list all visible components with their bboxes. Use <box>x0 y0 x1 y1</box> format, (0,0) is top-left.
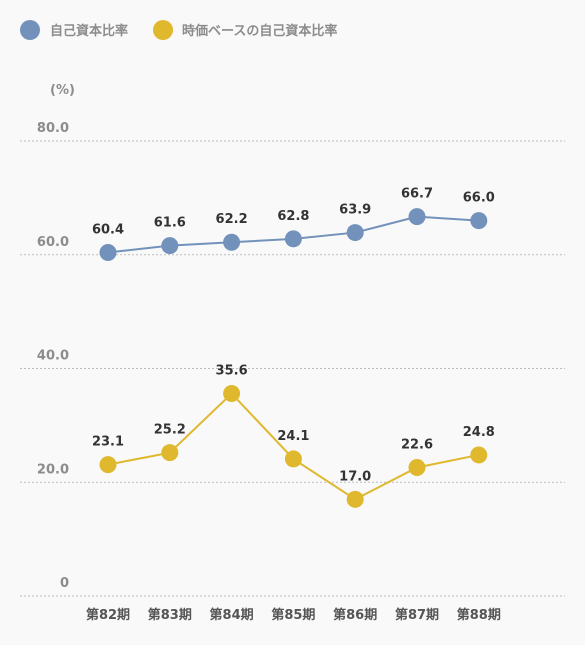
series-1: 60.4 61.6 62.2 62.8 63.9 66.7 66.0 <box>92 187 495 261</box>
data-point <box>161 237 179 255</box>
y-axis-unit-label: (%) <box>50 83 75 98</box>
data-label: 62.8 <box>277 209 309 224</box>
data-label: 35.6 <box>216 364 248 379</box>
data-label: 60.4 <box>92 222 124 237</box>
data-label: 24.1 <box>277 429 309 444</box>
data-label: 25.2 <box>154 423 186 438</box>
x-category-label: 第87期 <box>395 607 439 623</box>
data-point <box>470 446 488 464</box>
legend: 自己資本比率 時価ベースの自己資本比率 <box>20 20 337 40</box>
data-label: 63.9 <box>339 203 371 218</box>
data-point <box>408 208 426 226</box>
data-point <box>470 212 488 230</box>
data-point <box>346 490 364 508</box>
x-category-label: 第84期 <box>210 607 254 623</box>
y-axis-tick-labels: 0 20.0 40.0 60.0 80.0 <box>37 121 69 591</box>
data-label: 23.1 <box>92 435 124 450</box>
series-layer: 60.4 61.6 62.2 62.8 63.9 66.7 66.0 23.1 25.2 35.6… <box>92 187 495 508</box>
legend-label-series-2: 時価ベースの自己資本比率 <box>182 23 337 39</box>
data-point <box>284 450 302 468</box>
data-point <box>99 243 117 261</box>
x-category-label: 第83期 <box>148 607 192 623</box>
data-point <box>408 458 426 476</box>
data-label: 61.6 <box>154 216 186 231</box>
data-point <box>161 444 179 462</box>
x-category-label: 第86期 <box>333 607 377 623</box>
legend-item-series-2: 時価ベースの自己資本比率 <box>153 20 337 40</box>
legend-label-series-1: 自己資本比率 <box>50 23 128 39</box>
data-label: 66.0 <box>463 191 495 206</box>
data-point <box>223 385 241 403</box>
y-tick-label: 80.0 <box>37 121 69 136</box>
data-point <box>284 230 302 248</box>
data-label: 24.8 <box>463 425 495 440</box>
y-tick-label: 60.0 <box>37 235 69 250</box>
gridlines <box>20 140 565 597</box>
data-label: 62.2 <box>216 212 248 227</box>
x-category-label: 第82期 <box>86 607 130 623</box>
data-label: 22.6 <box>401 437 433 452</box>
y-tick-label: 20.0 <box>37 462 69 477</box>
legend-item-series-1: 自己資本比率 <box>20 20 128 40</box>
y-tick-label: 0 <box>60 576 69 591</box>
x-axis-category-labels: 第82期 第83期 第84期 第85期 第86期 第87期 第88期 <box>86 607 501 623</box>
y-tick-label: 40.0 <box>37 349 69 364</box>
legend-marker-series-1 <box>20 20 40 40</box>
data-label: 17.0 <box>339 469 371 484</box>
data-point <box>223 233 241 251</box>
series-2: 23.1 25.2 35.6 24.1 17.0 22.6 24.8 <box>92 364 495 508</box>
x-category-label: 第88期 <box>457 607 501 623</box>
legend-marker-series-2 <box>153 20 173 40</box>
x-category-label: 第85期 <box>271 607 315 623</box>
data-label: 66.7 <box>401 187 433 202</box>
data-point <box>99 456 117 474</box>
data-point <box>346 224 364 242</box>
